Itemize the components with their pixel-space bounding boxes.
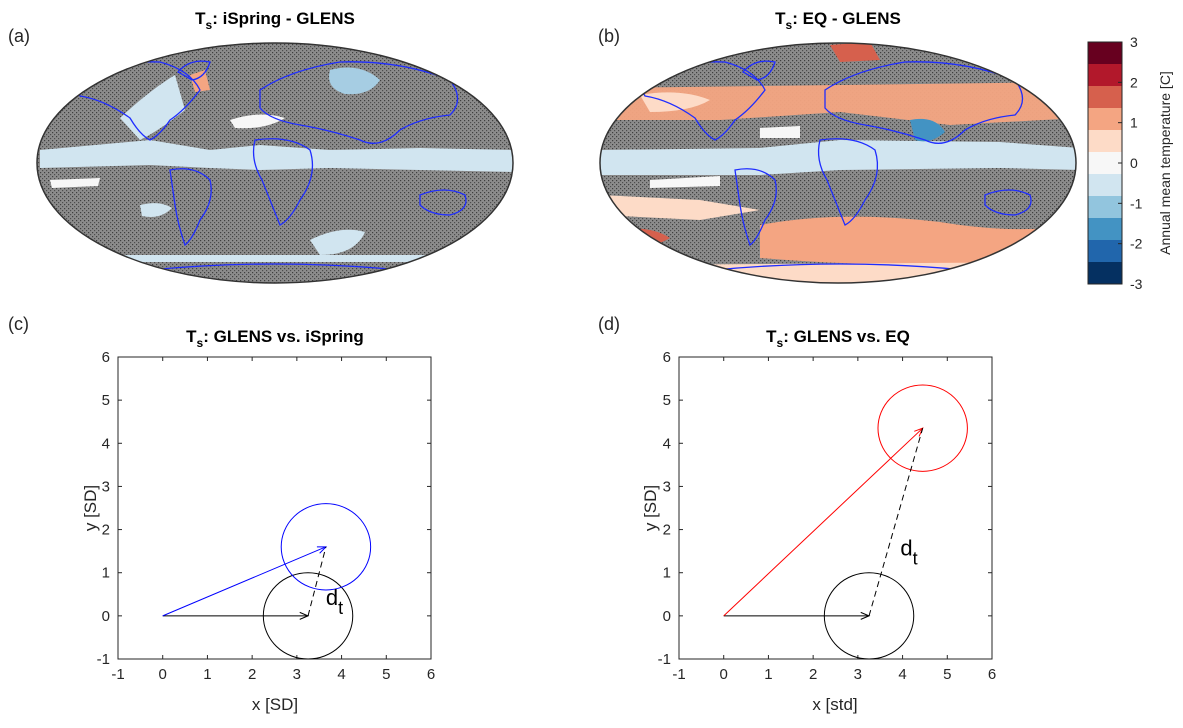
x-tick-label: 1 bbox=[764, 666, 772, 683]
x-tick-label: 5 bbox=[382, 666, 390, 683]
colorbar-tick-label: -3 bbox=[1130, 276, 1143, 292]
map-a-title: Ts: iSpring - GLENS bbox=[195, 9, 355, 32]
x-tick-label: 6 bbox=[427, 666, 435, 683]
colorbar-tick-label: 1 bbox=[1130, 115, 1138, 131]
plot-c-title: Ts: GLENS vs. iSpring bbox=[186, 327, 364, 350]
colorbar-swatch bbox=[1088, 64, 1122, 87]
x-tick-label: 2 bbox=[248, 666, 256, 683]
colorbar-swatch bbox=[1088, 130, 1122, 153]
colorbar-tick-label: -1 bbox=[1130, 195, 1143, 211]
x-tick-label: 4 bbox=[337, 666, 345, 683]
x-tick-label: 2 bbox=[809, 666, 817, 683]
y-tick-label: 2 bbox=[663, 522, 671, 539]
dt-dashed-line bbox=[307, 546, 327, 616]
map-b-field bbox=[600, 43, 1076, 283]
y-tick-label: 0 bbox=[663, 608, 671, 625]
dt-dashed-line bbox=[868, 428, 924, 616]
y-tick-label: 6 bbox=[102, 349, 110, 366]
x-tick-label: 0 bbox=[159, 666, 167, 683]
map-a-field bbox=[37, 43, 513, 283]
y-tick-label: 6 bbox=[663, 349, 671, 366]
colorbar-tick-label: 0 bbox=[1130, 155, 1138, 171]
spread-circle bbox=[877, 384, 968, 472]
plot-d-ylabel: y [SD] bbox=[641, 485, 660, 531]
y-tick-label: 4 bbox=[102, 435, 110, 452]
colorbar-swatch bbox=[1088, 42, 1122, 65]
map-panel-a: (a) Ts: iSpring - GLENS bbox=[8, 9, 514, 284]
y-tick-label: 2 bbox=[102, 522, 110, 539]
panel-label-d: (d) bbox=[598, 314, 620, 334]
x-tick-label: 3 bbox=[854, 666, 862, 683]
spread-circle bbox=[280, 503, 372, 591]
vector-plot-c: (c) Ts: GLENS vs. iSpring -1 0 1 2 3 4 5 6 -1 0 1 2… bbox=[8, 314, 435, 714]
y-tick-label: 5 bbox=[102, 392, 110, 409]
y-tick-label: -1 bbox=[97, 651, 110, 668]
plot-d-title: Ts: GLENS vs. EQ bbox=[766, 327, 910, 350]
colorbar-swatch bbox=[1088, 218, 1122, 241]
panel-label-a: (a) bbox=[8, 26, 30, 46]
y-tick-label: 5 bbox=[663, 392, 671, 409]
panel-label-b: (b) bbox=[598, 26, 620, 46]
x-tick-label: 3 bbox=[293, 666, 301, 683]
colorbar-swatch bbox=[1088, 196, 1122, 219]
y-tick-label: 0 bbox=[102, 608, 110, 625]
plot-c-ylabel: y [SD] bbox=[81, 485, 100, 531]
target-vector bbox=[162, 546, 327, 617]
x-tick-label: 4 bbox=[898, 666, 906, 683]
y-tick-label: 3 bbox=[663, 478, 671, 495]
plot-c-xlabel: x [SD] bbox=[252, 695, 298, 714]
colorbar-tick-label: 3 bbox=[1130, 34, 1138, 50]
colorbar-swatch bbox=[1088, 262, 1122, 285]
map-panel-b: (b) Ts: EQ - GLENS bbox=[598, 9, 1077, 284]
y-tick-label: -1 bbox=[658, 651, 671, 668]
vector-plot-d: (d) Ts: GLENS vs. EQ -1 0 1 2 3 4 5 6 -1 0 1 2 3 4 5 6 d… bbox=[598, 314, 996, 714]
x-tick-label: 6 bbox=[988, 666, 996, 683]
target-vector bbox=[723, 427, 924, 617]
dt-annotation: dt bbox=[326, 585, 343, 618]
colorbar-tick-label: 2 bbox=[1130, 74, 1138, 90]
y-tick-label: 4 bbox=[663, 435, 671, 452]
x-tick-label: 5 bbox=[943, 666, 951, 683]
panel-label-c: (c) bbox=[8, 314, 29, 334]
y-tick-label: 3 bbox=[102, 478, 110, 495]
colorbar-swatch bbox=[1088, 108, 1122, 131]
colorbar-swatch bbox=[1088, 240, 1122, 263]
colorbar-label: Annual mean temperature [C] bbox=[1157, 71, 1173, 255]
x-tick-label: 1 bbox=[203, 666, 211, 683]
x-tick-label: 0 bbox=[720, 666, 728, 683]
plot-d-xlabel: x [std] bbox=[812, 695, 857, 714]
colorbar-swatch bbox=[1088, 86, 1122, 109]
colorbar-swatch bbox=[1088, 152, 1122, 175]
y-tick-label: 1 bbox=[102, 565, 110, 582]
dt-annotation: dt bbox=[900, 535, 917, 568]
y-tick-label: 1 bbox=[663, 565, 671, 582]
colorbar-swatches bbox=[1088, 42, 1122, 285]
map-b-title: Ts: EQ - GLENS bbox=[775, 9, 901, 32]
colorbar: 3 2 1 0 -1 -2 -3 Annual mean temperature [C] bbox=[1087, 34, 1173, 292]
x-tick-label: -1 bbox=[672, 666, 685, 683]
colorbar-swatch bbox=[1088, 174, 1122, 197]
x-tick-label: -1 bbox=[111, 666, 124, 683]
colorbar-tick-label: -2 bbox=[1130, 236, 1143, 252]
